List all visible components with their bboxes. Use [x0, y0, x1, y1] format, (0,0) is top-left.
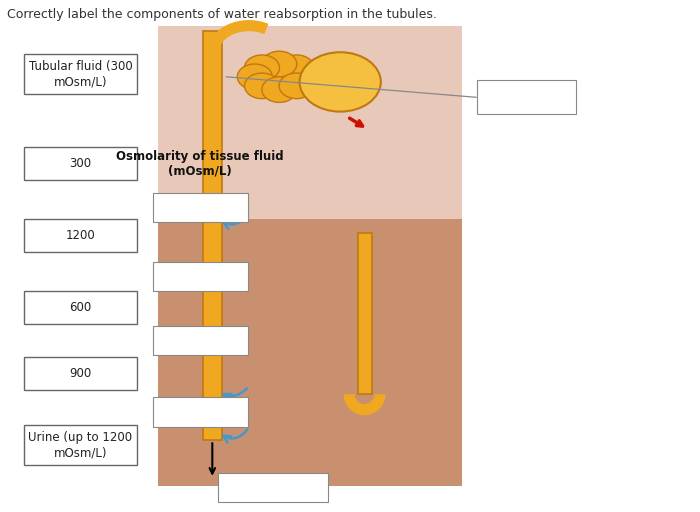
- FancyBboxPatch shape: [153, 397, 248, 427]
- Circle shape: [286, 64, 321, 90]
- Text: Urine (up to 1200
mOsm/L): Urine (up to 1200 mOsm/L): [29, 432, 132, 459]
- Text: Tubular fluid (300
mOsm/L): Tubular fluid (300 mOsm/L): [29, 60, 132, 88]
- Circle shape: [300, 52, 381, 112]
- Text: Correctly label the components of water reabsorption in the tubules.: Correctly label the components of water …: [7, 8, 437, 20]
- FancyBboxPatch shape: [24, 147, 136, 180]
- Text: 300: 300: [69, 157, 92, 170]
- FancyBboxPatch shape: [153, 193, 248, 222]
- Circle shape: [279, 73, 314, 99]
- Circle shape: [279, 55, 314, 80]
- FancyBboxPatch shape: [158, 219, 462, 486]
- FancyBboxPatch shape: [218, 473, 328, 502]
- FancyBboxPatch shape: [477, 80, 576, 114]
- FancyBboxPatch shape: [24, 425, 136, 465]
- Circle shape: [262, 77, 297, 102]
- Text: 600: 600: [69, 301, 92, 314]
- FancyArrowPatch shape: [223, 217, 247, 229]
- FancyBboxPatch shape: [24, 357, 136, 390]
- Text: Osmolarity of tissue fluid
(mOsm/L): Osmolarity of tissue fluid (mOsm/L): [116, 150, 284, 178]
- FancyBboxPatch shape: [202, 31, 222, 440]
- FancyBboxPatch shape: [153, 262, 248, 291]
- FancyArrowPatch shape: [223, 389, 247, 400]
- Circle shape: [237, 64, 272, 90]
- FancyArrowPatch shape: [223, 276, 247, 288]
- FancyBboxPatch shape: [24, 291, 136, 324]
- FancyBboxPatch shape: [153, 326, 248, 355]
- Circle shape: [244, 73, 279, 99]
- FancyBboxPatch shape: [358, 233, 372, 394]
- Circle shape: [262, 51, 297, 77]
- FancyBboxPatch shape: [24, 54, 136, 94]
- Text: 900: 900: [69, 367, 92, 380]
- FancyBboxPatch shape: [158, 26, 462, 486]
- FancyBboxPatch shape: [24, 219, 136, 252]
- FancyArrowPatch shape: [223, 332, 247, 344]
- Text: 1200: 1200: [66, 229, 95, 242]
- Circle shape: [244, 55, 279, 80]
- FancyArrowPatch shape: [223, 430, 247, 442]
